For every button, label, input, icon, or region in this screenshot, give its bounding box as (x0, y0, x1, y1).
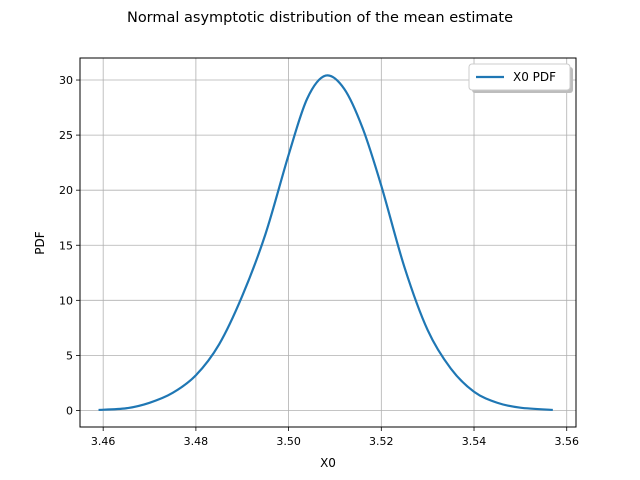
y-tick-label: 20 (59, 184, 73, 197)
x-tick-label: 3.46 (91, 435, 116, 448)
series-line-x0-pdf (98, 74, 553, 412)
chart-title: Normal asymptotic distribution of the me… (127, 10, 513, 26)
plot-frame (79, 57, 577, 428)
x-tick-label: 3.48 (184, 435, 209, 448)
y-tick-label: 15 (59, 239, 73, 252)
x-tick-label: 3.54 (462, 435, 487, 448)
x-axis-ticks: 3.46 3.48 3.50 3.52 3.54 3.56 (91, 427, 579, 448)
legend-box (468, 63, 571, 91)
x-tick-label: 3.56 (554, 435, 579, 448)
y-tick-label: 25 (59, 129, 73, 142)
x-axis-label: X0 (320, 456, 336, 470)
legend-label: X0 PDF (513, 70, 556, 84)
y-tick-label: 5 (66, 349, 73, 362)
y-axis-ticks: 0 5 10 15 20 25 30 (59, 74, 80, 417)
legend: X0 PDF (468, 63, 573, 93)
y-axis-label: PDF (33, 231, 47, 254)
x-tick-label: 3.50 (276, 435, 301, 448)
y-tick-label: 30 (59, 74, 73, 87)
y-tick-label: 10 (59, 294, 73, 307)
grid-lines (80, 58, 576, 427)
series-group (98, 74, 553, 412)
x-tick-label: 3.52 (369, 435, 394, 448)
y-tick-label: 0 (66, 404, 73, 417)
